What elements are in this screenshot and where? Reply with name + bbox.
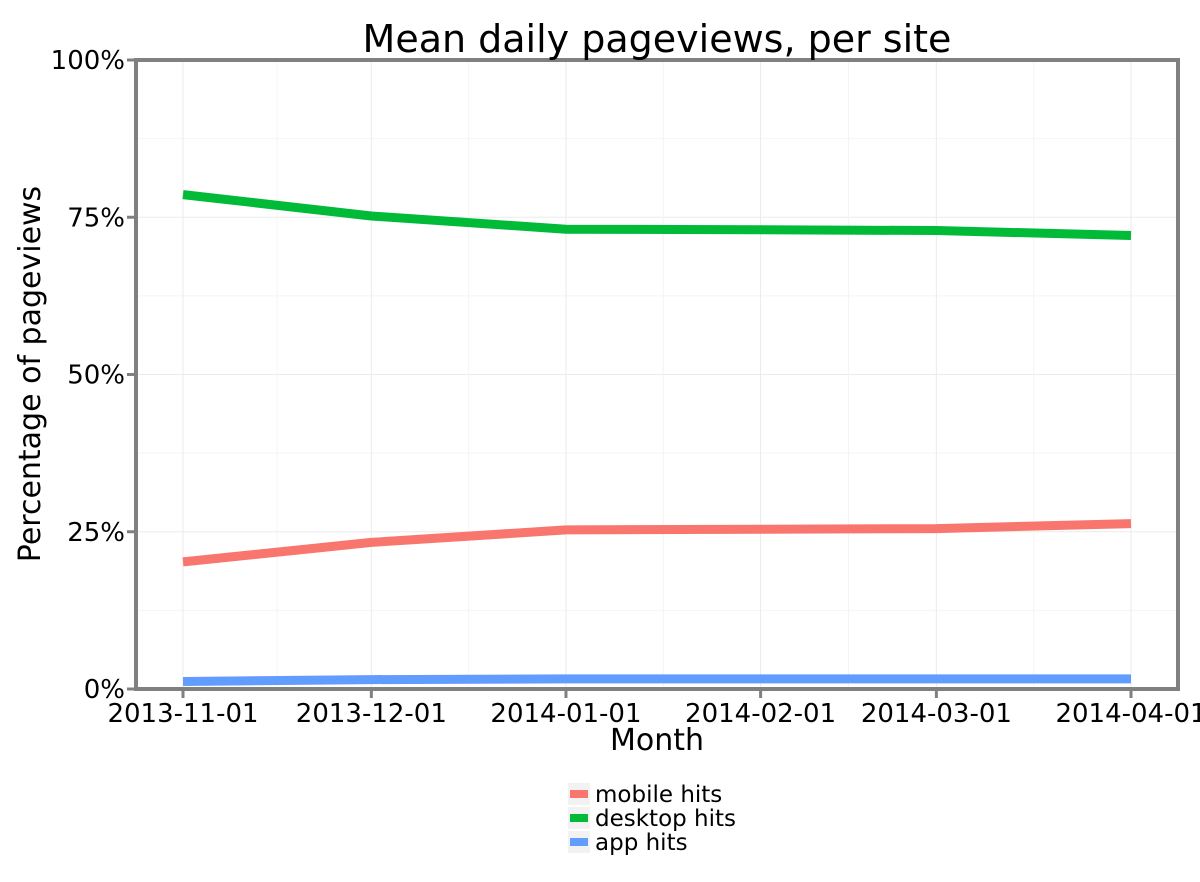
x-tick-label: 2013-11-01 <box>107 699 258 729</box>
y-tick-label: 0% <box>84 675 125 705</box>
series-line-desktop-hits <box>182 190 1132 240</box>
x-tick-label: 2013-12-01 <box>296 699 447 729</box>
legend-label: mobile hits <box>595 782 722 808</box>
y-axis-ticks: 0% 25% 50% 75% 100% <box>51 46 136 705</box>
grid <box>136 59 1178 690</box>
y-axis-label: Percentage of pageviews <box>13 186 48 562</box>
x-tick-label: 2014-03-01 <box>861 699 1012 729</box>
series-lines <box>182 190 1132 686</box>
x-tick-label: 2014-01-01 <box>490 699 641 729</box>
x-tick-label: 2014-02-01 <box>685 699 836 729</box>
y-tick-label: 50% <box>67 361 125 391</box>
series-line-app-hits <box>182 674 1131 686</box>
legend-label: desktop hits <box>595 806 736 832</box>
series-line-mobile-hits <box>182 519 1132 567</box>
x-axis-ticks: 2013-11-01 2013-12-01 2014-01-01 2014-02-01… <box>107 689 1200 729</box>
legend-label: app hits <box>595 830 688 856</box>
y-tick-label: 100% <box>51 46 125 76</box>
x-axis-label: Month <box>610 723 704 758</box>
x-tick-label: 2014-04-01 <box>1055 699 1200 729</box>
chart-title: Mean daily pageviews, per site <box>363 17 952 61</box>
y-tick-label: 75% <box>67 203 125 233</box>
y-tick-label: 25% <box>67 518 125 548</box>
